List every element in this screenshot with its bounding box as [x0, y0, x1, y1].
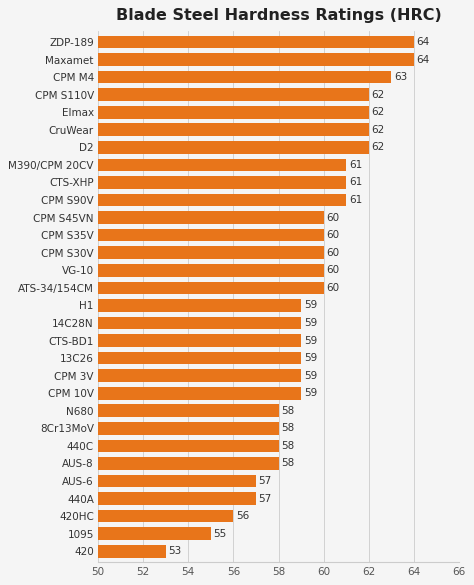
Bar [98, 457, 279, 470]
Bar [98, 36, 414, 49]
Text: 58: 58 [281, 406, 294, 416]
Bar [98, 71, 392, 84]
Text: 59: 59 [304, 318, 317, 328]
Text: 61: 61 [349, 160, 362, 170]
Bar [98, 281, 324, 294]
Bar [98, 545, 166, 558]
Bar [98, 492, 256, 505]
Bar [98, 474, 256, 487]
Text: 60: 60 [327, 265, 339, 276]
Text: 55: 55 [213, 529, 227, 539]
Bar [98, 176, 346, 189]
Bar [98, 123, 369, 136]
Text: 59: 59 [304, 353, 317, 363]
Text: 62: 62 [372, 90, 385, 99]
Bar [98, 404, 279, 417]
Bar [98, 334, 301, 347]
Bar [98, 229, 324, 242]
Text: 59: 59 [304, 301, 317, 311]
Text: 60: 60 [327, 212, 339, 223]
Text: 59: 59 [304, 336, 317, 346]
Bar [98, 159, 346, 171]
Bar [98, 264, 324, 277]
Bar [98, 528, 211, 540]
Bar [98, 316, 301, 329]
Text: 59: 59 [304, 371, 317, 381]
Bar [98, 141, 369, 154]
Bar [98, 106, 369, 119]
Text: 53: 53 [168, 546, 182, 556]
Text: 58: 58 [281, 459, 294, 469]
Text: 64: 64 [417, 54, 430, 64]
Bar [98, 510, 233, 522]
Text: 60: 60 [327, 283, 339, 293]
Text: 56: 56 [236, 511, 249, 521]
Text: 63: 63 [394, 72, 407, 82]
Text: 61: 61 [349, 195, 362, 205]
Bar [98, 352, 301, 364]
Bar [98, 299, 301, 312]
Bar [98, 88, 369, 101]
Text: 58: 58 [281, 424, 294, 433]
Title: Blade Steel Hardness Ratings (HRC): Blade Steel Hardness Ratings (HRC) [116, 8, 441, 23]
Bar [98, 53, 414, 66]
Text: 61: 61 [349, 177, 362, 187]
Bar [98, 439, 279, 452]
Text: 59: 59 [304, 388, 317, 398]
Bar [98, 246, 324, 259]
Text: 57: 57 [259, 494, 272, 504]
Bar [98, 369, 301, 382]
Text: 57: 57 [259, 476, 272, 486]
Bar [98, 422, 279, 435]
Text: 60: 60 [327, 247, 339, 258]
Text: 62: 62 [372, 125, 385, 135]
Bar [98, 211, 324, 224]
Text: 62: 62 [372, 107, 385, 117]
Bar [98, 387, 301, 400]
Text: 60: 60 [327, 230, 339, 240]
Text: 64: 64 [417, 37, 430, 47]
Bar [98, 194, 346, 207]
Text: 62: 62 [372, 142, 385, 152]
Text: 58: 58 [281, 441, 294, 451]
